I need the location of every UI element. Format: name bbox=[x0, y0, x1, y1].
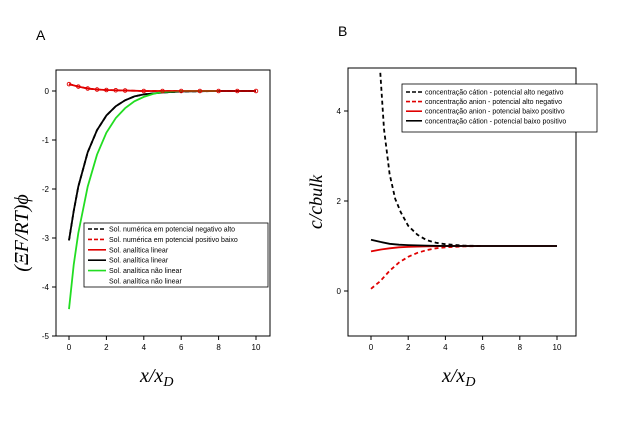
panel-b-plot-frame bbox=[347, 67, 577, 337]
b-legend-label: concentração cátion - potencial alto neg… bbox=[425, 90, 564, 97]
a-series-line bbox=[68, 90, 256, 241]
a-legend-label: Sol. numérica em potencial positivo baix… bbox=[109, 237, 238, 244]
a-series-point bbox=[113, 88, 118, 93]
a-y-tick-label: -3 bbox=[42, 234, 50, 243]
a-x-tick-label: 10 bbox=[252, 343, 261, 352]
a-series-point bbox=[94, 87, 100, 92]
b-x-tick-label: 4 bbox=[443, 343, 448, 352]
a-y-tick-label: -5 bbox=[42, 332, 50, 341]
a-series-point bbox=[197, 88, 203, 94]
a-series-point bbox=[141, 88, 147, 94]
panel-a-legend: Sol. numérica em potencial negativo alto… bbox=[83, 222, 269, 288]
b-x-tick-label: 10 bbox=[553, 343, 562, 352]
panel-b-ylabel: c/cbulk bbox=[305, 174, 327, 229]
panel-a-series bbox=[66, 81, 259, 310]
b-x-tick-label: 2 bbox=[406, 343, 411, 352]
a-y-tick-label: -2 bbox=[42, 185, 50, 194]
panel-b: B 0 2 4 6 8 10 0 2 4 concentração cátion - poten… bbox=[305, 23, 598, 390]
a-y-tick-label: 0 bbox=[45, 87, 50, 96]
a-series-point bbox=[160, 88, 165, 94]
a-series-point bbox=[76, 84, 81, 89]
b-y-tick-label: 0 bbox=[337, 287, 342, 296]
panel-b-series bbox=[370, 72, 557, 290]
b-series-line bbox=[370, 245, 483, 290]
b-x-tick-label: 6 bbox=[480, 343, 485, 352]
b-legend-label: concentração cátion - potencial baixo po… bbox=[425, 118, 566, 125]
a-legend-label: Sol. analítica linear bbox=[109, 258, 169, 265]
a-x-tick-label: 2 bbox=[104, 343, 109, 352]
b-y-tick-label: 4 bbox=[337, 107, 342, 116]
a-series-point bbox=[66, 81, 72, 87]
a-series-point bbox=[253, 88, 259, 94]
a-legend-label: Sol. analítica não linear bbox=[109, 279, 182, 286]
a-series-line bbox=[68, 90, 256, 241]
b-series-line bbox=[379, 72, 483, 247]
panel-a-ticks: 0 2 4 6 8 10 0 -1 -2 -3 -4 -5 bbox=[42, 87, 261, 352]
a-x-tick-label: 6 bbox=[179, 343, 184, 352]
b-legend-label: concentração anion - potencial alto nega… bbox=[425, 99, 562, 106]
panel-a-ylabel: (ΞF/RT)ϕ bbox=[11, 194, 33, 272]
a-series-point bbox=[122, 88, 128, 93]
panel-a-plot-frame bbox=[55, 69, 271, 337]
panel-b-xlabel: x/xD bbox=[441, 365, 475, 390]
a-series-point bbox=[216, 88, 221, 94]
panel-a-xlabel: x/xD bbox=[139, 365, 173, 390]
b-x-tick-label: 0 bbox=[369, 343, 374, 352]
a-series-point bbox=[178, 88, 184, 94]
a-series-point bbox=[85, 86, 90, 91]
b-y-tick-label: 2 bbox=[337, 197, 342, 206]
b-x-tick-label: 8 bbox=[518, 343, 523, 352]
a-series-point bbox=[235, 88, 240, 94]
a-x-tick-label: 0 bbox=[67, 343, 72, 352]
panel-b-letter: B bbox=[338, 23, 347, 39]
b-legend-label: concentração anion - potencial baixo pos… bbox=[425, 109, 565, 116]
panel-a-letter: A bbox=[36, 27, 46, 43]
a-legend-label: Sol. numérica em potencial negativo alto bbox=[109, 227, 235, 234]
panel-b-legend-box bbox=[401, 83, 598, 133]
a-legend-label: Sol. analítica linear bbox=[109, 247, 169, 254]
a-series-point bbox=[104, 87, 109, 93]
panel-b-ticks: 0 2 4 6 8 10 0 2 4 bbox=[337, 107, 562, 352]
a-legend-label: Sol. analítica não linear bbox=[109, 268, 182, 275]
a-x-tick-label: 4 bbox=[142, 343, 147, 352]
panel-b-legend: concentração cátion - potencial alto neg… bbox=[401, 83, 598, 133]
a-y-tick-label: -4 bbox=[42, 283, 50, 292]
panel-a-legend-box bbox=[83, 222, 269, 288]
panel-a: A 0 2 4 6 8 10 0 -1 -2 -3 -4 -5 Sol. numérica em po… bbox=[11, 27, 271, 390]
a-y-tick-label: -1 bbox=[42, 136, 50, 145]
a-x-tick-label: 8 bbox=[216, 343, 221, 352]
b-series-line bbox=[370, 238, 557, 247]
